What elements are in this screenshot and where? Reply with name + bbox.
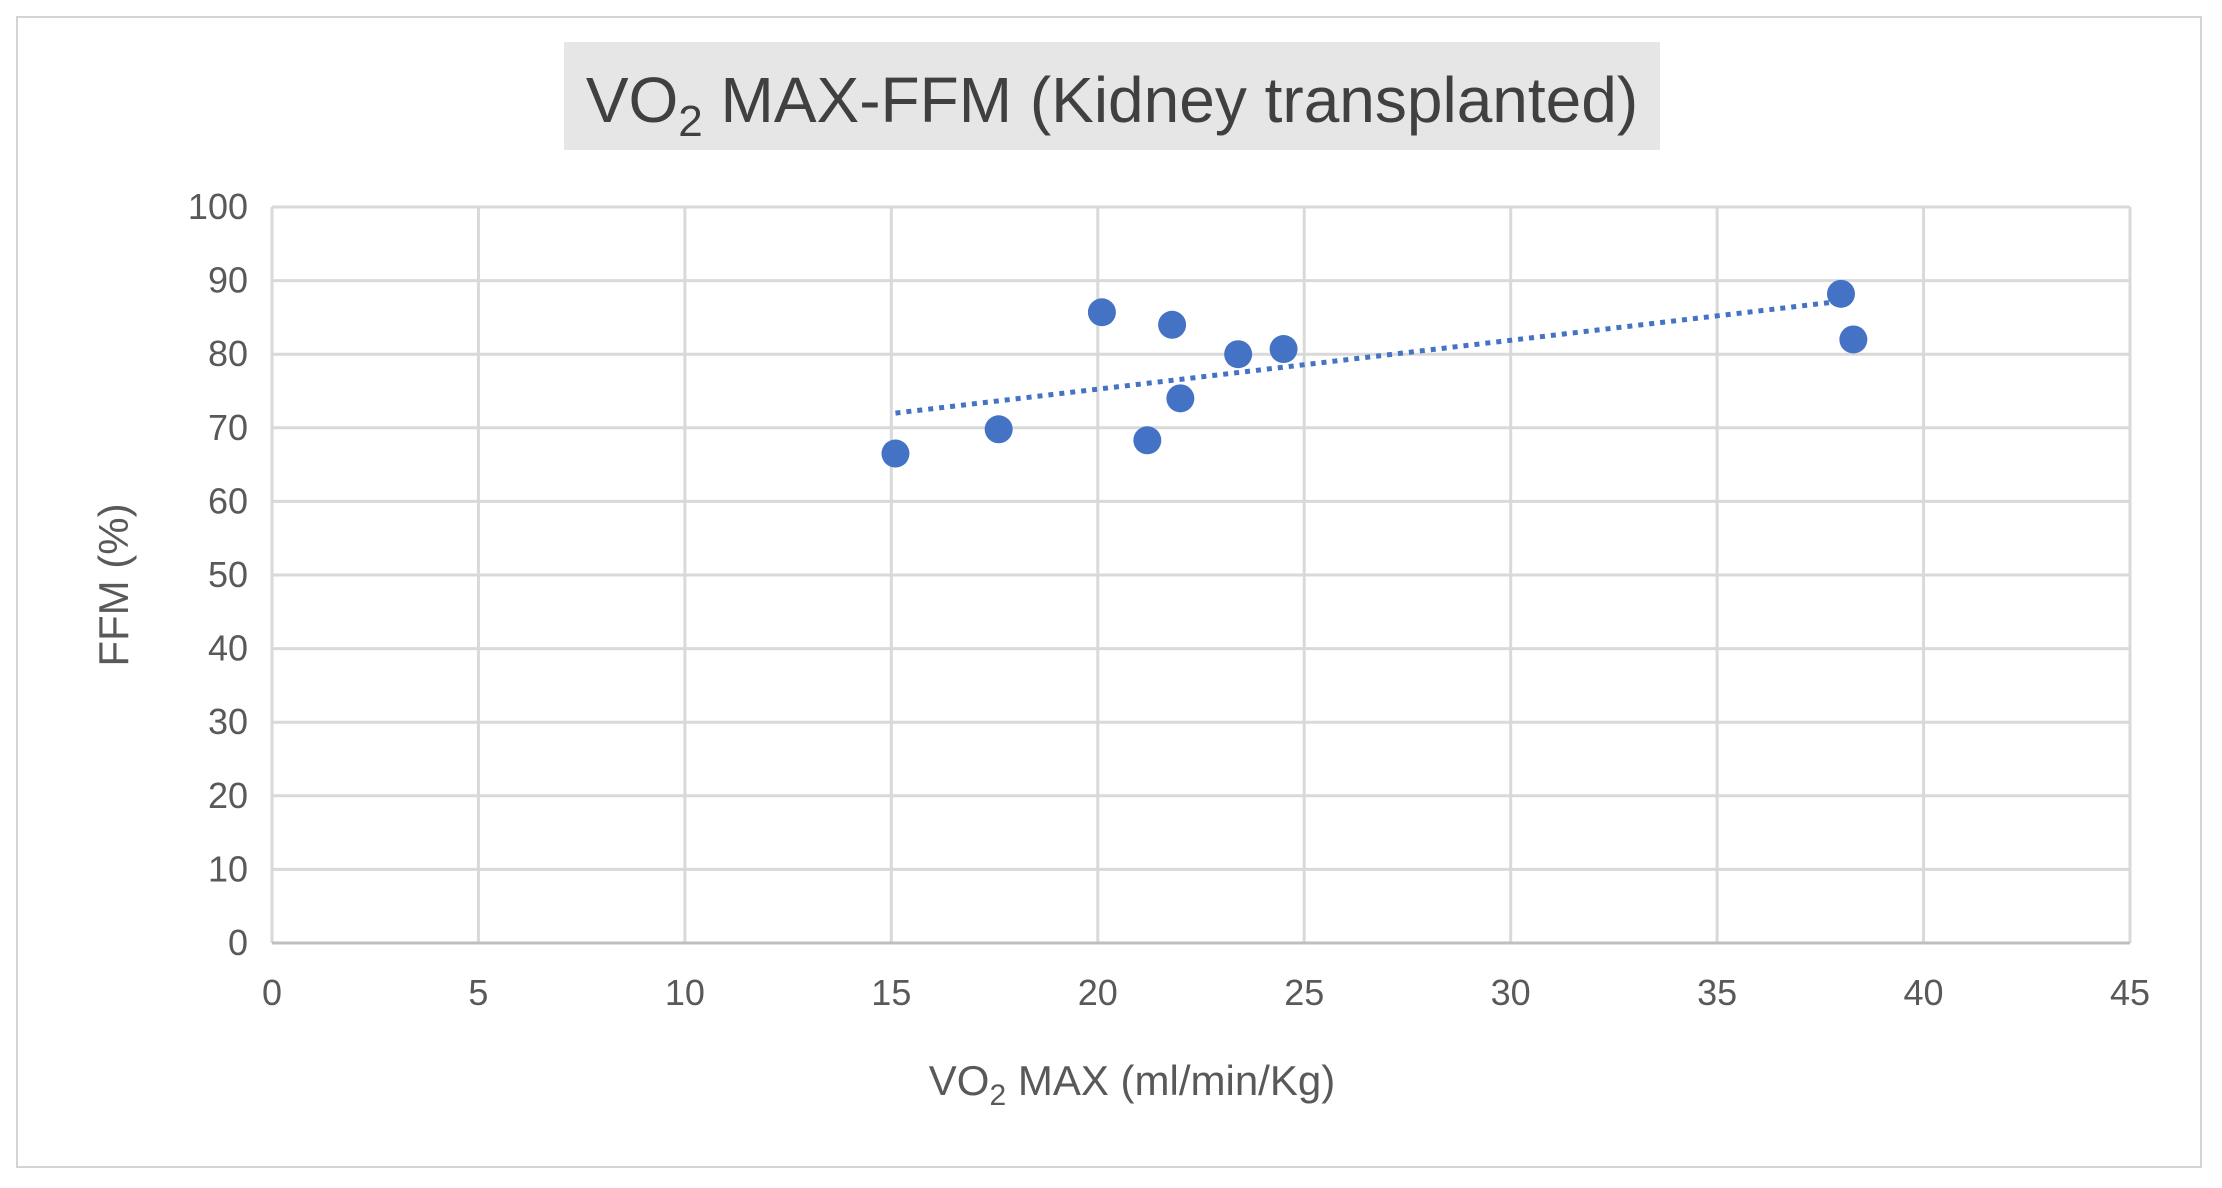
title-prefix: VO bbox=[586, 64, 678, 136]
y-tick-label: 70 bbox=[208, 407, 248, 448]
chart-title-background bbox=[564, 42, 1660, 150]
data-point bbox=[1158, 310, 1187, 339]
data-point bbox=[1087, 298, 1116, 327]
x-axis-label-subscript: 2 bbox=[989, 1079, 1006, 1112]
y-tick-label: 100 bbox=[188, 186, 248, 227]
x-tick-labels: 0 5 10 15 20 25 30 35 40 45 bbox=[262, 972, 2150, 1013]
y-tick-label: 80 bbox=[208, 333, 248, 374]
chart-title: VO2 MAX-FFM (Kidney transplanted) bbox=[564, 42, 1660, 150]
data-point bbox=[1224, 340, 1253, 369]
data-point bbox=[984, 415, 1013, 444]
title-suffix: MAX-FFM (Kidney transplanted) bbox=[703, 64, 1638, 136]
data-point bbox=[1826, 279, 1855, 308]
x-tick-label: 20 bbox=[1078, 972, 1118, 1013]
y-tick-label: 90 bbox=[208, 260, 248, 301]
title-subscript: 2 bbox=[678, 97, 702, 146]
x-tick-label: 30 bbox=[1491, 972, 1531, 1013]
grid-lines bbox=[270, 205, 2132, 943]
y-tick-label: 10 bbox=[208, 848, 248, 889]
x-tick-label: 35 bbox=[1697, 972, 1737, 1013]
x-tick-label: 40 bbox=[1904, 972, 1944, 1013]
y-axis-label: FFM (%) bbox=[90, 503, 137, 666]
y-tick-label: 20 bbox=[208, 775, 248, 816]
y-tick-label: 0 bbox=[228, 922, 248, 963]
data-point bbox=[1166, 384, 1195, 413]
x-tick-label: 10 bbox=[665, 972, 705, 1013]
data-point bbox=[881, 439, 910, 468]
x-axis-label-suffix: MAX (ml/min/Kg) bbox=[1006, 1057, 1335, 1104]
data-point bbox=[1839, 325, 1868, 354]
chart-title-text: VO2 MAX-FFM (Kidney transplanted) bbox=[586, 64, 1638, 146]
x-tick-label: 25 bbox=[1284, 972, 1324, 1013]
trendline bbox=[895, 298, 1842, 416]
x-axis-label-prefix: VO bbox=[929, 1057, 990, 1104]
trendline-layer bbox=[895, 298, 1842, 416]
x-tick-label: 15 bbox=[871, 972, 911, 1013]
x-tick-label: 0 bbox=[262, 972, 282, 1013]
x-axis-label: VO2 MAX (ml/min/Kg) bbox=[929, 1057, 1335, 1112]
data-points bbox=[881, 279, 1868, 468]
data-point bbox=[1133, 426, 1162, 455]
y-tick-label: 30 bbox=[208, 701, 248, 742]
data-point bbox=[1269, 335, 1298, 364]
x-tick-label: 5 bbox=[468, 972, 488, 1013]
y-tick-label: 50 bbox=[208, 554, 248, 595]
y-tick-label: 60 bbox=[208, 480, 248, 521]
y-tick-labels: 0 10 20 30 40 50 60 70 80 90 100 bbox=[188, 186, 248, 963]
y-tick-label: 40 bbox=[208, 628, 248, 669]
x-tick-label: 45 bbox=[2110, 972, 2150, 1013]
